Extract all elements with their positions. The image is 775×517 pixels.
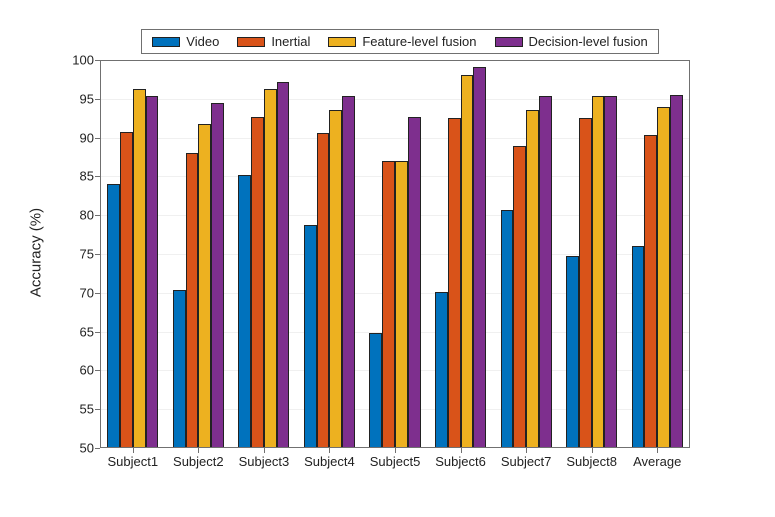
bar bbox=[277, 82, 290, 448]
y-tick-label: 95 bbox=[80, 91, 100, 106]
bar bbox=[146, 96, 159, 448]
bar bbox=[501, 210, 514, 448]
legend-swatch bbox=[237, 37, 265, 47]
x-tick-label: Subject8 bbox=[566, 448, 617, 469]
bar bbox=[304, 225, 317, 448]
legend-swatch bbox=[328, 37, 356, 47]
bar bbox=[382, 161, 395, 448]
y-tick-label: 90 bbox=[80, 130, 100, 145]
bar bbox=[173, 290, 186, 448]
legend-item: Video bbox=[152, 34, 219, 49]
bar bbox=[632, 246, 645, 448]
bar bbox=[264, 89, 277, 448]
bar bbox=[526, 110, 539, 448]
legend-swatch bbox=[495, 37, 523, 47]
y-tick-label: 60 bbox=[80, 363, 100, 378]
x-tick-label: Subject5 bbox=[370, 448, 421, 469]
x-tick-label: Subject4 bbox=[304, 448, 355, 469]
bar bbox=[539, 96, 552, 448]
bar bbox=[198, 124, 211, 448]
legend-label: Decision-level fusion bbox=[529, 34, 648, 49]
bar bbox=[461, 75, 474, 448]
y-tick-label: 85 bbox=[80, 169, 100, 184]
x-tick-label: Subject7 bbox=[501, 448, 552, 469]
legend-item: Decision-level fusion bbox=[495, 34, 648, 49]
legend-label: Inertial bbox=[271, 34, 310, 49]
bar bbox=[473, 67, 486, 448]
plot-area: 50556065707580859095100Subject1Subject2S… bbox=[100, 60, 690, 448]
bar bbox=[186, 153, 199, 448]
x-tick-label: Subject1 bbox=[107, 448, 158, 469]
bar bbox=[448, 118, 461, 448]
bar bbox=[317, 133, 330, 448]
legend-swatch bbox=[152, 37, 180, 47]
bar bbox=[657, 107, 670, 448]
y-tick-label: 80 bbox=[80, 208, 100, 223]
y-tick-label: 65 bbox=[80, 324, 100, 339]
bar bbox=[342, 96, 355, 448]
y-axis-title: Accuracy (%) bbox=[28, 208, 45, 297]
legend-item: Inertial bbox=[237, 34, 310, 49]
bar bbox=[251, 117, 264, 448]
bar bbox=[592, 96, 605, 448]
legend-label: Feature-level fusion bbox=[362, 34, 476, 49]
x-tick-label: Average bbox=[633, 448, 681, 469]
x-tick-label: Subject6 bbox=[435, 448, 486, 469]
y-tick-label: 100 bbox=[72, 53, 100, 68]
x-tick-label: Subject2 bbox=[173, 448, 224, 469]
legend-label: Video bbox=[186, 34, 219, 49]
bar bbox=[513, 146, 526, 448]
bar bbox=[211, 103, 224, 448]
legend: Video Inertial Feature-level fusion Decisio… bbox=[141, 29, 658, 54]
bar bbox=[238, 175, 251, 448]
bar bbox=[107, 184, 120, 448]
bar bbox=[604, 96, 617, 448]
y-tick-label: 70 bbox=[80, 285, 100, 300]
bar bbox=[395, 161, 408, 448]
chart-container: 50 55 60 65 70 75 80 85 90 95 100 Subject1 Subject2 S… bbox=[0, 0, 775, 517]
bar bbox=[435, 292, 448, 448]
legend-item: Feature-level fusion bbox=[328, 34, 476, 49]
bar bbox=[644, 135, 657, 448]
bar bbox=[566, 256, 579, 448]
bar bbox=[133, 89, 146, 448]
bar bbox=[329, 110, 342, 448]
y-tick-label: 55 bbox=[80, 402, 100, 417]
bar bbox=[579, 118, 592, 448]
bar bbox=[670, 95, 683, 448]
y-tick-label: 75 bbox=[80, 247, 100, 262]
x-tick-label: Subject3 bbox=[239, 448, 290, 469]
y-tick-label: 50 bbox=[80, 441, 100, 456]
bar bbox=[369, 333, 382, 448]
bar bbox=[408, 117, 421, 448]
bar bbox=[120, 132, 133, 448]
